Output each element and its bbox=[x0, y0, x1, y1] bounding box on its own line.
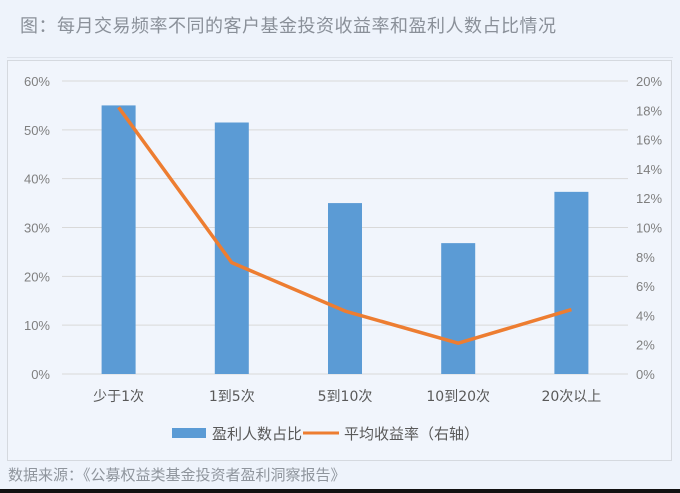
left-axis-tick: 30% bbox=[24, 221, 50, 236]
bottom-edge bbox=[0, 489, 680, 493]
left-axis-tick: 60% bbox=[24, 74, 50, 89]
chart-title: 图：每月交易频率不同的客户基金投资收益率和盈利人数占比情况 bbox=[20, 16, 557, 37]
left-axis-tick: 40% bbox=[24, 172, 50, 187]
right-axis-tick: 4% bbox=[636, 308, 655, 323]
legend-label: 盈利人数占比 bbox=[212, 425, 302, 443]
legend-bar-swatch bbox=[172, 428, 206, 438]
line-series bbox=[117, 106, 572, 345]
left-axis-tick: 0% bbox=[31, 367, 50, 382]
x-axis-label: 10到20次 bbox=[426, 389, 490, 405]
data-source-note: 数据来源：《公募权益类基金投资者盈利洞察报告》 bbox=[8, 466, 346, 484]
right-axis-tick: 12% bbox=[636, 191, 662, 206]
x-axis-label: 少于1次 bbox=[93, 389, 144, 405]
right-axis-tick: 0% bbox=[636, 367, 655, 382]
x-axis-label: 20次以上 bbox=[541, 389, 601, 405]
right-axis-tick: 18% bbox=[636, 103, 662, 118]
x-axis-label: 5到10次 bbox=[318, 389, 373, 405]
left-axis-tick: 10% bbox=[24, 318, 50, 333]
right-axis-tick: 14% bbox=[636, 162, 662, 177]
left-axis-tick: 50% bbox=[24, 123, 50, 138]
x-axis-label: 1到5次 bbox=[209, 389, 255, 405]
left-axis-tick: 20% bbox=[24, 269, 50, 284]
right-axis-tick: 6% bbox=[636, 279, 655, 294]
bar bbox=[101, 105, 136, 375]
bar bbox=[554, 191, 589, 374]
right-axis-tick: 16% bbox=[636, 133, 662, 148]
title-divider bbox=[7, 57, 673, 58]
right-axis-tick: 10% bbox=[636, 221, 662, 236]
right-axis-tick: 20% bbox=[636, 74, 662, 89]
right-axis-tick: 8% bbox=[636, 250, 655, 265]
right-axis-tick: 2% bbox=[636, 338, 655, 353]
bar bbox=[441, 243, 476, 374]
legend-label: 平均收益率（右轴） bbox=[344, 425, 479, 443]
bar bbox=[328, 203, 362, 374]
